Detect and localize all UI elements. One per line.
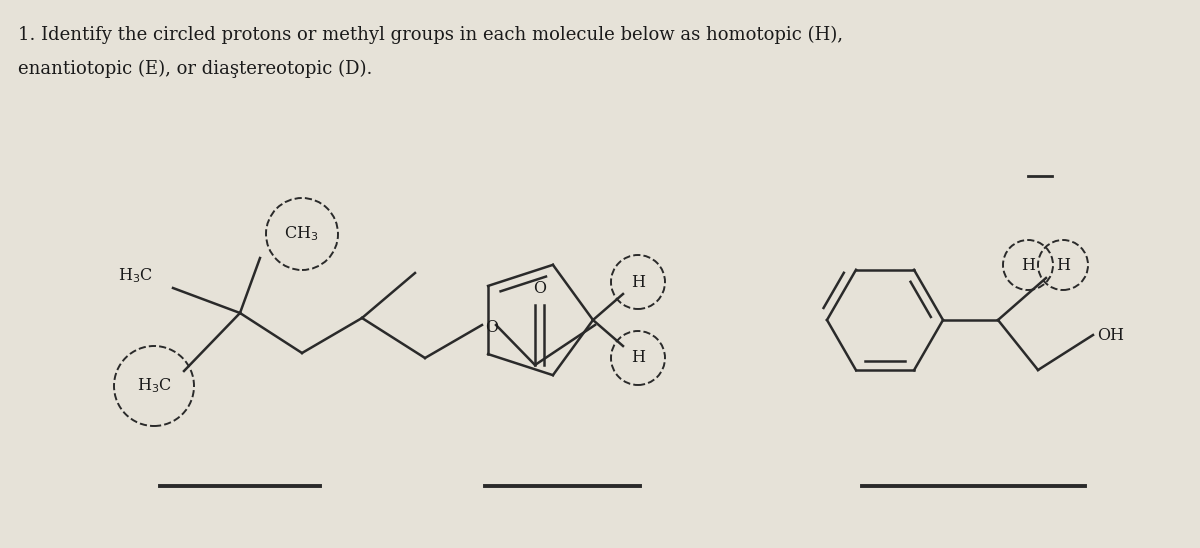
Text: OH: OH [1097, 327, 1124, 344]
Text: H: H [1056, 256, 1070, 273]
Text: CH$_3$: CH$_3$ [284, 225, 318, 243]
Text: H: H [631, 350, 646, 367]
Text: O: O [485, 318, 498, 335]
Text: 1. Identify the circled protons or methyl groups in each molecule below as homot: 1. Identify the circled protons or methy… [18, 26, 842, 44]
Text: enantiotopic (E), or diaştereotopic (D).: enantiotopic (E), or diaştereotopic (D). [18, 60, 372, 78]
Text: H$_3$C: H$_3$C [118, 267, 154, 286]
Text: H: H [631, 273, 646, 290]
Text: H: H [1021, 256, 1034, 273]
Text: O: O [533, 280, 546, 297]
Text: H$_3$C: H$_3$C [137, 376, 172, 395]
